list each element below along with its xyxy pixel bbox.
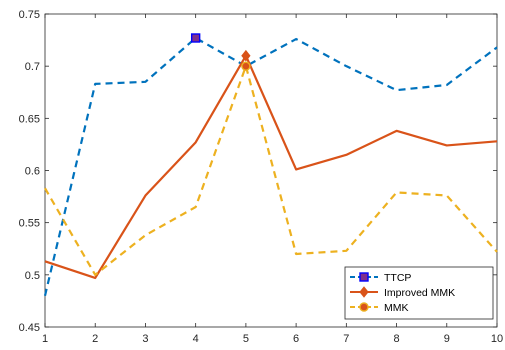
legend-marker-ttcp xyxy=(360,273,368,281)
y-tick-label: 0.55 xyxy=(19,218,40,230)
x-tick-label: 10 xyxy=(491,333,503,345)
legend-label-mmk: MMK xyxy=(384,302,409,314)
data-point-mmk xyxy=(242,62,250,70)
y-tick-label: 0.45 xyxy=(19,322,40,334)
x-tick-label: 6 xyxy=(293,333,299,345)
x-tick-label: 8 xyxy=(393,333,399,345)
x-tick-label: 1 xyxy=(42,333,48,345)
y-tick-label: 0.7 xyxy=(25,61,40,73)
y-tick-label: 0.75 xyxy=(19,9,40,21)
y-tick-label: 0.5 xyxy=(25,270,40,282)
y-tick-label: 0.6 xyxy=(25,166,40,178)
x-tick-label: 3 xyxy=(142,333,148,345)
x-tick-label: 7 xyxy=(343,333,349,345)
data-point-ttcp xyxy=(192,34,200,42)
x-tick-label: 2 xyxy=(92,333,98,345)
x-tick-label: 4 xyxy=(193,333,199,345)
x-tick-label: 9 xyxy=(444,333,450,345)
legend-marker-mmk xyxy=(360,303,368,311)
legend-label-improved-mmk: Improved MMK xyxy=(384,287,455,299)
y-tick-label: 0.65 xyxy=(19,113,40,125)
legend-label-ttcp: TTCP xyxy=(384,272,411,284)
legend: TTCP Improved MMK MMK xyxy=(345,267,493,319)
x-tick-label: 5 xyxy=(243,333,249,345)
